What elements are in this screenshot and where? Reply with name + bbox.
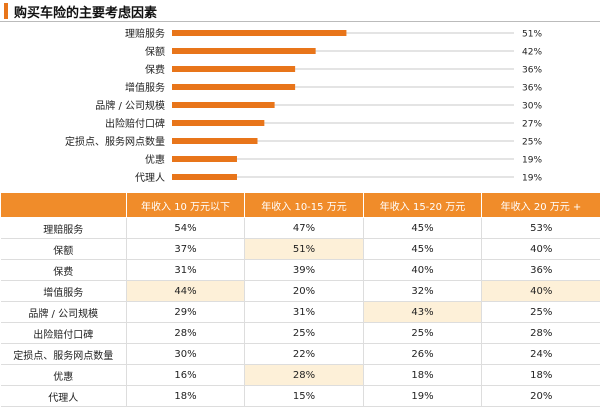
bar-category-label: 定损点、服务网点数量 xyxy=(65,135,165,148)
table-cell: 28% xyxy=(127,323,245,344)
row-factor-label: 品牌 / 公司规模 xyxy=(1,302,127,323)
bar-value-label: 51% xyxy=(522,30,542,40)
table-cell: 40% xyxy=(482,239,600,260)
row-factor-label: 理赔服务 xyxy=(1,218,127,239)
table-cell: 16% xyxy=(127,365,245,386)
bar-category-label: 理赔服务 xyxy=(125,27,165,40)
bar-category-label: 保额 xyxy=(145,45,165,58)
table-cell: 39% xyxy=(245,260,364,281)
bar-category-label: 优惠 xyxy=(145,153,165,166)
table-cell: 24% xyxy=(482,344,600,365)
column-header: 年收入 15-20 万元 xyxy=(364,193,482,218)
table-cell: 28% xyxy=(245,365,364,386)
table-cell: 25% xyxy=(245,323,364,344)
bar-category-label: 出险赔付口碑 xyxy=(105,117,165,130)
table-cell: 25% xyxy=(482,302,600,323)
table-cell: 53% xyxy=(482,218,600,239)
table-cell: 18% xyxy=(127,386,245,407)
bar xyxy=(172,66,295,72)
bar-value-label: 36% xyxy=(522,66,542,76)
row-factor-label: 保额 xyxy=(1,239,127,260)
table-cell: 30% xyxy=(127,344,245,365)
bar-value-label: 25% xyxy=(522,138,542,148)
table-cell: 47% xyxy=(245,218,364,239)
bar-value-label: 42% xyxy=(522,48,542,58)
table-cell: 18% xyxy=(482,365,600,386)
income-breakdown-table: 年收入 10 万元以下年收入 10-15 万元年收入 15-20 万元年收入 2… xyxy=(0,192,600,407)
bar xyxy=(172,102,275,108)
row-factor-label: 优惠 xyxy=(1,365,127,386)
table-cell: 51% xyxy=(245,239,364,260)
table-cell: 18% xyxy=(364,365,482,386)
bar xyxy=(172,30,346,36)
table-cell: 43% xyxy=(364,302,482,323)
chart-title-block: 购买车险的主要考虑因素 xyxy=(4,2,157,20)
table-cell: 32% xyxy=(364,281,482,302)
table-cell: 40% xyxy=(364,260,482,281)
bar-category-label: 增值服务 xyxy=(125,81,165,94)
bar-value-label: 36% xyxy=(522,84,542,94)
column-header: 年收入 10-15 万元 xyxy=(245,193,364,218)
title-accent-mark xyxy=(4,3,8,19)
bar-category-label: 品牌 / 公司规模 xyxy=(95,99,165,112)
row-factor-label: 定损点、服务网点数量 xyxy=(1,344,127,365)
table-cell: 28% xyxy=(482,323,600,344)
bar xyxy=(172,138,258,144)
column-header: 年收入 10 万元以下 xyxy=(127,193,245,218)
table-cell: 31% xyxy=(245,302,364,323)
table-cell: 45% xyxy=(364,239,482,260)
table-cell: 29% xyxy=(127,302,245,323)
bar-value-label: 19% xyxy=(522,156,542,166)
page-title: 购买车险的主要考虑因素 xyxy=(14,2,157,21)
table-cell: 36% xyxy=(482,260,600,281)
table-cell: 22% xyxy=(245,344,364,365)
table-cell: 45% xyxy=(364,218,482,239)
table-cell: 40% xyxy=(482,281,600,302)
table-header-row: 年收入 10 万元以下年收入 10-15 万元年收入 15-20 万元年收入 2… xyxy=(1,193,600,218)
bar-category-label: 代理人 xyxy=(135,172,165,184)
table-cell: 44% xyxy=(127,281,245,302)
row-factor-label: 代理人 xyxy=(1,386,127,407)
table-cell: 37% xyxy=(127,239,245,260)
table-cell: 20% xyxy=(245,281,364,302)
bar xyxy=(172,174,237,180)
table-cell: 20% xyxy=(482,386,600,407)
row-factor-label: 出险赔付口碑 xyxy=(1,323,127,344)
bar xyxy=(172,120,264,126)
bar-value-label: 19% xyxy=(522,174,542,184)
bar xyxy=(172,156,237,162)
horizontal-bar-chart: 理赔服务 51% 保额 42% 保费 36% 增值服务 36% 品牌 / 公司规模 30% 出险赔付… xyxy=(0,22,600,192)
bar-value-label: 27% xyxy=(522,120,542,130)
header-corner-cell xyxy=(1,193,127,218)
bar-value-label: 30% xyxy=(522,102,542,112)
column-header: 年收入 20 万元 + xyxy=(482,193,600,218)
bar xyxy=(172,48,316,54)
table-cell: 54% xyxy=(127,218,245,239)
table-cell: 26% xyxy=(364,344,482,365)
table-cell: 19% xyxy=(364,386,482,407)
table-cell: 25% xyxy=(364,323,482,344)
bar xyxy=(172,84,295,90)
row-factor-label: 保费 xyxy=(1,260,127,281)
bar-category-label: 保费 xyxy=(145,63,165,76)
table-cell: 15% xyxy=(245,386,364,407)
table-cell: 31% xyxy=(127,260,245,281)
row-factor-label: 增值服务 xyxy=(1,281,127,302)
